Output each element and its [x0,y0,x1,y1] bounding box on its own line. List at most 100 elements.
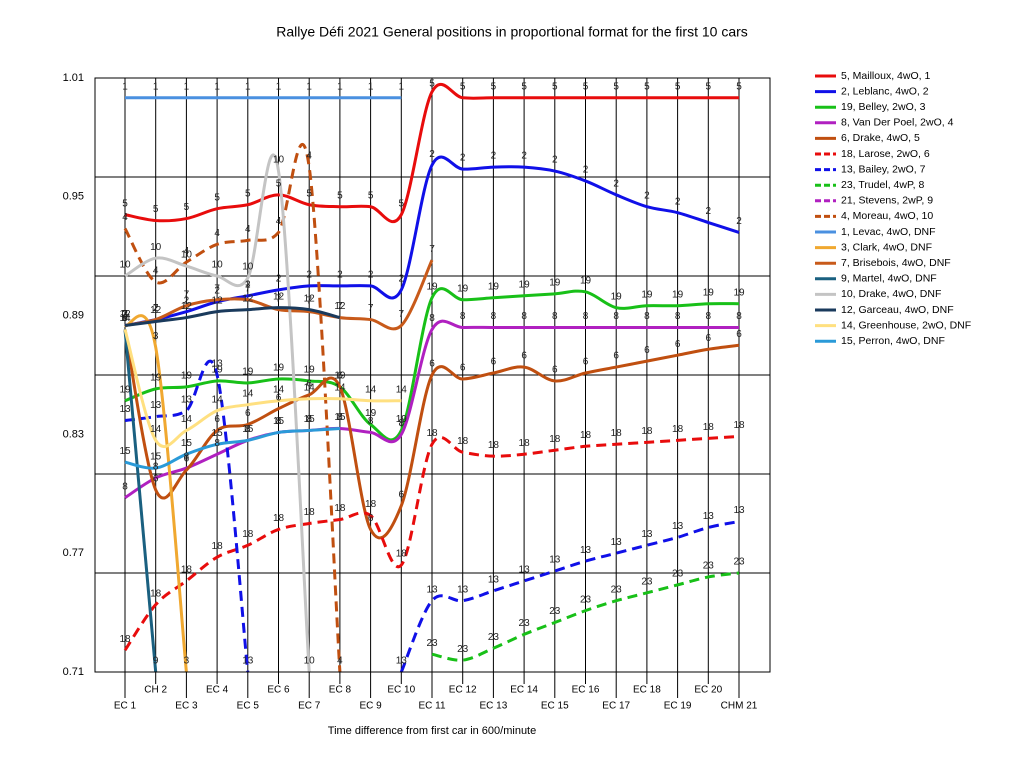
point-label: 5 [429,79,435,90]
legend-label: 7, Brisebois, 4wO, DNF [841,257,951,269]
point-label: 19 [273,363,285,374]
point-label: 19 [119,384,131,395]
x-tick-label: EC 19 [664,701,692,712]
point-label: 5 [491,81,497,92]
point-label: 6 [644,345,650,356]
point-label: 10 [273,155,285,166]
chart-title: Rallye Défi 2021 General positions in pr… [276,24,748,40]
point-label: 7 [153,303,159,314]
point-label: 8 [368,416,374,427]
series-line [124,82,739,224]
point-label: 18 [273,513,285,524]
point-label: 23 [641,576,653,587]
series-line [124,314,188,673]
point-label: 6 [706,333,712,344]
series-line [431,571,740,662]
point-label: 7 [184,289,190,300]
point-label: 5 [706,81,712,92]
point-label: 8 [153,462,159,473]
point-label: 14 [365,384,377,395]
point-label: 13 [119,404,131,415]
point-label: 6 [583,357,589,368]
point-label: 2 [122,309,128,320]
point-label: 4 [214,228,220,239]
y-tick-label: 0.71 [63,666,84,678]
point-label: 2 [399,274,405,285]
point-label: 19 [365,408,377,419]
point-label: 1 [399,81,405,92]
point-label: 1 [214,81,220,92]
point-label: 19 [703,287,715,298]
series-line [124,153,311,673]
point-label: 19 [150,373,162,384]
x-tick-label: EC 11 [418,701,445,712]
point-label: 18 [396,549,408,560]
point-label: 19 [334,371,346,382]
point-label: 6 [399,489,405,500]
point-label: 15 [181,438,193,449]
point-label: 23 [703,561,715,572]
point-label: 13 [733,505,745,516]
point-label: 8 [583,311,589,322]
point-label: 5 [613,81,619,92]
point-label: 2 [184,295,190,306]
x-tick-label: EC 3 [175,701,198,712]
point-label: 9 [153,656,159,667]
point-label: 19 [304,365,316,376]
point-label: 2 [613,178,619,189]
legend: 5, Mailloux, 4wO, 1 2, Leblanc, 4wO, 2 19,… [815,70,971,347]
series-line [124,426,340,470]
point-label: 8 [460,311,466,322]
point-label: 23 [519,618,531,629]
point-label: 18 [488,440,500,451]
point-label: 15 [119,446,131,457]
x-tick-label: EC 13 [480,701,508,712]
point-label: 13 [641,529,653,540]
point-label: 7 [429,244,435,255]
point-label: 6 [613,351,619,362]
y-tick-label: 0.95 [63,191,84,203]
point-label: 1 [184,81,190,92]
point-label: 15 [273,416,285,427]
point-label: 2 [153,303,159,314]
point-label: 4 [337,656,343,667]
point-label: 8 [337,412,343,423]
x-tick-label: EC 4 [206,685,229,696]
point-label: 7 [306,295,312,306]
point-label: 12 [119,309,131,320]
legend-label: 6, Drake, 4wO, 5 [841,132,920,144]
x-tick-label: EC 9 [359,701,382,712]
x-tick-label: CHM 21 [721,701,758,712]
point-label: 18 [365,499,377,510]
point-label: 12 [242,293,254,304]
x-tick-label: EC 1 [114,701,137,712]
point-label: 7 [245,283,251,294]
point-label: 7 [122,309,128,320]
y-tick-label: 0.89 [63,310,84,322]
point-label: 1 [276,81,282,92]
legend-label: 9, Martel, 4wO, DNF [841,273,937,285]
point-label: 13 [181,394,193,405]
point-label: 5 [583,81,589,92]
point-label: 18 [611,428,623,439]
point-label: 6 [491,357,497,368]
point-label: 19 [549,277,561,288]
point-label: 8 [429,313,435,324]
y-tick-label: 1.01 [63,72,84,84]
point-label: 14 [304,382,316,393]
x-tick-label: EC 20 [694,685,722,696]
legend-label: 5, Mailloux, 4wO, 1 [841,70,930,82]
point-label: 10 [212,260,224,271]
point-label: 10 [304,656,316,667]
point-label: 4 [276,216,282,227]
plot [123,82,740,673]
point-label: 5 [460,81,466,92]
point-label: 6 [429,359,435,370]
point-label: 2 [214,285,220,296]
point-label: 1 [368,81,374,92]
point-label: 14 [212,394,224,405]
point-label: 6 [460,363,466,374]
x-tick-label: EC 7 [298,701,321,712]
point-label: 12 [273,291,285,302]
